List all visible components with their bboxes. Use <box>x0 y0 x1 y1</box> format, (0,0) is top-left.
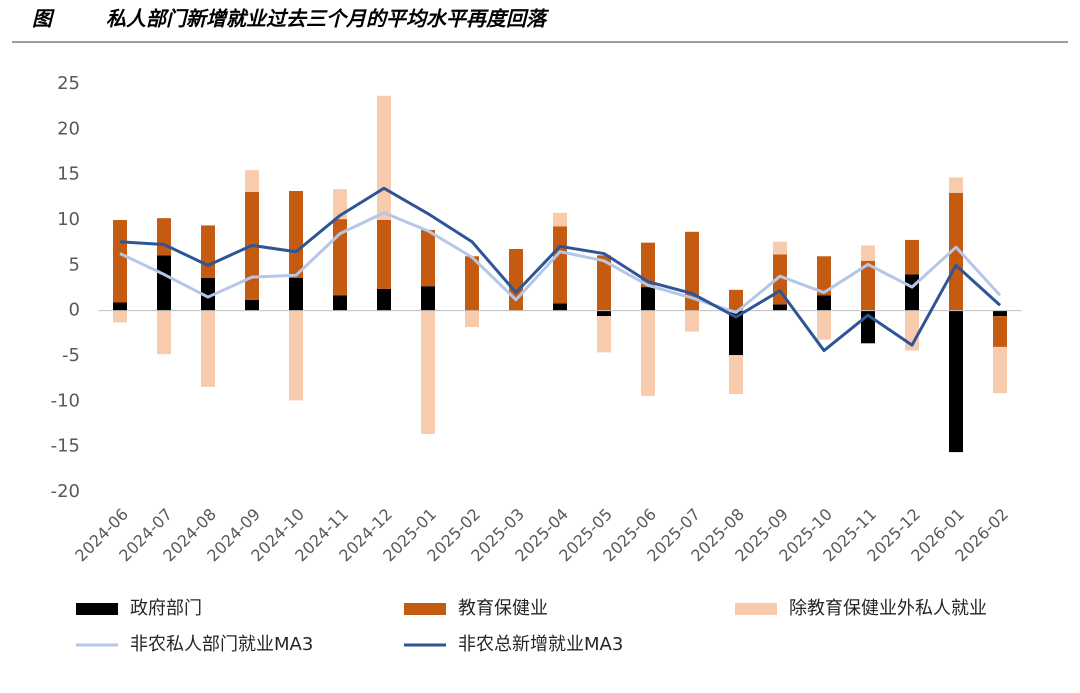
y-tick-label: -5 <box>62 345 80 366</box>
bar-segment <box>333 295 347 311</box>
y-tick-label: -20 <box>51 481 80 502</box>
bar-segment <box>685 310 699 332</box>
bar-segment <box>685 231 699 311</box>
bar-segment <box>949 310 963 453</box>
legend-swatch <box>404 603 446 615</box>
bar-segment <box>729 310 743 356</box>
bar-segment <box>201 278 215 311</box>
line-series <box>119 186 1002 353</box>
bar-segment <box>993 310 1007 317</box>
bar-segment <box>377 288 391 311</box>
bar-segment <box>641 242 655 288</box>
legend-label: 除教育保健业外私人就业 <box>789 598 987 619</box>
legend-label: 非农总新增就业MA3 <box>458 634 623 655</box>
bar-segment <box>421 310 435 434</box>
bar-segment <box>421 229 435 287</box>
y-tick-label: 10 <box>57 209 80 230</box>
bar-segment <box>465 256 479 311</box>
y-tick-label: 5 <box>69 254 80 275</box>
bar-segment <box>553 226 567 304</box>
bar-segment <box>245 299 259 311</box>
bar-segment <box>729 289 743 311</box>
y-tick-label: -15 <box>51 436 80 457</box>
bar-segment <box>289 310 303 401</box>
y-tick-label: -10 <box>51 390 80 411</box>
bar-segment <box>157 218 171 256</box>
bar-segment <box>245 170 259 192</box>
bar-segment <box>377 220 391 289</box>
y-tick-label: 0 <box>69 300 80 321</box>
bar-segment <box>509 249 523 311</box>
bar-segment <box>113 310 127 323</box>
bar-segment <box>113 302 127 311</box>
bar-segment <box>773 241 787 255</box>
bar-segment <box>553 303 567 311</box>
legend-label: 非农私人部门就业MA3 <box>130 634 313 655</box>
bar-segment <box>597 255 611 311</box>
bar-segment <box>817 256 831 296</box>
bar-segment <box>993 316 1007 347</box>
bar-segment <box>993 346 1007 394</box>
bar-segment <box>861 260 875 311</box>
bar-segment <box>861 245 875 261</box>
bar-segment <box>289 278 303 311</box>
legend-swatch <box>76 603 118 615</box>
bar-segment <box>597 310 611 317</box>
bar-segment <box>949 192 963 311</box>
figure-label: 图 <box>32 7 55 31</box>
bar-segment <box>201 225 215 279</box>
bar-segment <box>949 177 963 193</box>
y-tick-label: 25 <box>57 73 80 94</box>
bar-segment <box>377 95 391 220</box>
bar-segment <box>817 310 831 340</box>
bar-segment <box>553 212 567 227</box>
bar-segment <box>905 239 919 275</box>
bar-segment <box>641 310 655 396</box>
bar-segment <box>113 220 127 303</box>
bar-segment <box>597 316 611 353</box>
bar-segment <box>817 295 831 311</box>
bar-segment <box>641 287 655 311</box>
bar-segment <box>773 304 787 311</box>
y-tick-label: 15 <box>57 164 80 185</box>
line-series <box>119 211 1002 314</box>
bar-segment <box>905 274 919 311</box>
legend-label: 教育保健业 <box>458 598 548 619</box>
bar-segment <box>421 286 435 311</box>
bar-segment <box>157 310 171 355</box>
bar-segment <box>729 355 743 395</box>
chart-title: 私人部门新增就业过去三个月的平均水平再度回落 <box>106 7 550 31</box>
legend-swatch <box>735 603 777 615</box>
y-tick-label: 20 <box>57 118 80 139</box>
bar-segment <box>289 190 303 279</box>
bar-segment <box>201 310 215 387</box>
legend-label: 政府部门 <box>130 598 202 619</box>
bar-segment <box>465 310 479 327</box>
bar-segment <box>157 255 171 311</box>
